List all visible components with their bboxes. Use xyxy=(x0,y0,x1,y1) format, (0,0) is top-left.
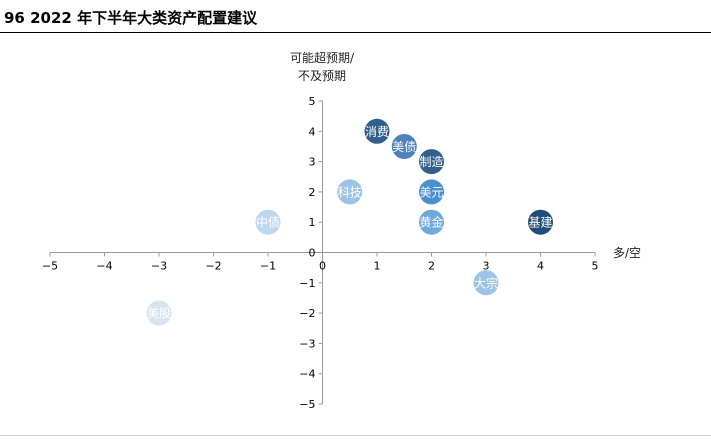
y-axis-label-line1: 可能超预期/ xyxy=(290,50,355,65)
y-tick-label: 2 xyxy=(309,186,316,199)
x-tick-label: 2 xyxy=(428,260,435,273)
figure-title: 96 2022 年下半年大类资产配置建议 xyxy=(4,9,258,27)
bubble-circle xyxy=(255,209,281,235)
x-tick-label: 4 xyxy=(537,260,544,273)
bubble-label: 科技 xyxy=(338,185,362,199)
bubble-label: 基建 xyxy=(528,216,552,230)
bubble-point: 美股 xyxy=(146,300,172,326)
origin-tick-label: 0 xyxy=(309,247,316,260)
x-tick-label: 0 xyxy=(319,260,326,273)
y-tick-label: 1 xyxy=(309,216,316,229)
y-tick-label: 5 xyxy=(309,95,316,108)
bubble-label: 黄金 xyxy=(419,215,443,230)
bubble-label: 美债 xyxy=(392,140,416,154)
y-tick-label: 3 xyxy=(309,156,316,169)
bubble-point: 科技 xyxy=(337,179,363,205)
y-tick-label: 4 xyxy=(309,125,316,138)
x-tick-label: 5 xyxy=(592,260,599,273)
bubble-point: 基建 xyxy=(528,209,553,235)
bubble-point: 美债 xyxy=(391,133,417,159)
bubble-label: 消费 xyxy=(365,125,389,139)
bubble-circle xyxy=(364,118,390,144)
bubble-label: 美股 xyxy=(147,307,171,321)
x-tick-label: −4 xyxy=(96,260,112,273)
bubble-label: 美元 xyxy=(419,185,443,199)
x-tick-label: −1 xyxy=(260,260,276,273)
y-tick-label: −4 xyxy=(299,368,315,381)
bubble-point: 黄金 xyxy=(419,209,444,235)
footer-rule xyxy=(0,435,711,436)
bubble-point: 消费 xyxy=(364,118,390,144)
bubble-point: 中债 xyxy=(255,209,281,235)
bubble-circle xyxy=(146,300,172,326)
y-tick-label: −3 xyxy=(299,337,315,350)
bubble-point: 大宗 xyxy=(473,270,499,296)
bubble-circle xyxy=(391,133,417,159)
figure-header: 96 2022 年下半年大类资产配置建议 xyxy=(0,0,711,34)
bubble-label: 大宗 xyxy=(474,275,498,290)
bubble-circle xyxy=(528,209,553,235)
axes xyxy=(49,100,596,405)
header-rule xyxy=(0,32,711,33)
bubble-point: 美元 xyxy=(419,179,444,205)
x-axis-label: 多/空 xyxy=(613,246,641,260)
bubble-circle xyxy=(419,149,444,175)
y-tick-label: −1 xyxy=(299,277,315,290)
bubble-circle xyxy=(473,270,499,296)
y-tick-label: −2 xyxy=(299,307,315,320)
y-tick-label: −5 xyxy=(299,398,315,411)
tick-labels: −5 −4 −3 −2 −1 0 1 2 3 4 5 5 4 3 2 1 −1 −2 −3 −4 −5 0 xyxy=(42,95,599,411)
x-tick-label: −3 xyxy=(151,260,167,273)
bubble-circle xyxy=(337,179,363,205)
x-tick-label: −5 xyxy=(42,260,58,273)
bubble-label: 中债 xyxy=(256,215,280,230)
x-tick-label: −2 xyxy=(205,260,221,273)
bubble-label: 制造 xyxy=(419,155,443,169)
y-axis-label-line2: 不及预期 xyxy=(298,69,346,83)
x-tick-label: 3 xyxy=(483,260,490,273)
bubble-circle xyxy=(419,179,444,205)
bubble-point: 制造 xyxy=(419,149,444,175)
bubble-circle xyxy=(419,209,444,235)
x-tick-label: 1 xyxy=(374,260,381,273)
